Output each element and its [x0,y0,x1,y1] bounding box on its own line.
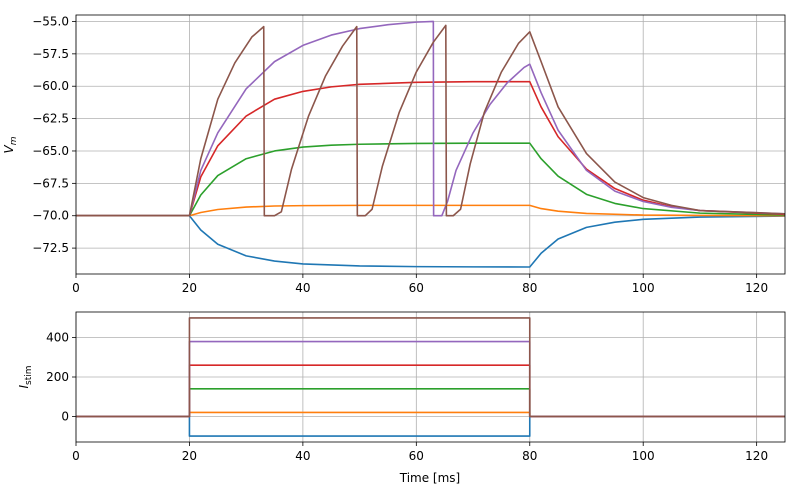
voltage-y-tick-label: −65.0 [32,144,69,158]
voltage-trace-3 [76,142,785,217]
current-x-tick-label: 120 [745,449,768,463]
current-grid [75,312,785,442]
voltage-x-tick-label: 80 [522,281,537,295]
voltage-x-tick-label: 120 [745,281,768,295]
voltage-trace-2 [76,204,785,217]
current-trace-6 [76,317,785,418]
voltage-y-axis-label: Vm [2,136,19,153]
voltage-plot-frame [75,14,786,275]
current-panel: 0 20 40 60 80 100 120 0 200 400 Istim Time [ms] [17,311,786,485]
current-x-tick-label: 80 [522,449,537,463]
voltage-x-ticks: 0 20 40 60 80 100 120 [72,274,768,295]
voltage-x-tick-label: 100 [632,281,655,295]
voltage-y-tick-label: −67.5 [32,176,69,190]
current-y-axis-label-main: I [17,385,31,389]
voltage-y-tick-label: −70.0 [32,209,69,223]
current-x-tick-label: 0 [72,449,80,463]
voltage-trace-5 [76,20,785,217]
current-y-tick-label: 0 [61,409,69,423]
voltage-trace-6 [76,24,785,217]
voltage-y-tick-label: −55.0 [32,14,69,28]
current-traces [76,317,785,437]
current-x-tick-label: 100 [632,449,655,463]
current-y-tick-label: 400 [46,331,69,345]
voltage-y-tick-label: −60.0 [32,79,69,93]
voltage-y-tick-label: −72.5 [32,241,69,255]
voltage-y-tick-label: −57.5 [32,47,69,61]
voltage-x-tick-label: 0 [72,281,80,295]
voltage-x-tick-label: 60 [409,281,424,295]
voltage-y-ticks: −72.5 −70.0 −67.5 −65.0 −62.5 −60.0 −57.5 −55.0 [32,14,76,255]
current-y-ticks: 0 200 400 [46,331,76,423]
current-x-tick-label: 60 [409,449,424,463]
voltage-traces [76,20,785,268]
voltage-x-tick-label: 20 [182,281,197,295]
voltage-trace-1 [76,214,785,268]
voltage-x-tick-label: 40 [295,281,310,295]
current-y-tick-label: 200 [46,370,69,384]
voltage-grid [75,15,785,274]
current-y-axis-label: Istim [17,365,34,388]
current-x-tick-label: 20 [182,449,197,463]
voltage-y-axis-label-main: V [2,145,16,154]
current-x-ticks: 0 20 40 60 80 100 120 [72,442,768,463]
voltage-y-tick-label: −62.5 [32,112,69,126]
current-y-axis-label-sub: stim [24,365,34,385]
voltage-panel: 0 20 40 60 80 100 120 −72.5 −70.0 −67.5 −65.0 −62.… [2,14,786,295]
voltage-y-axis-label-sub: m [9,136,19,145]
current-x-tick-label: 40 [295,449,310,463]
current-x-axis-label: Time [ms] [399,471,461,485]
voltage-trace-4 [76,80,785,217]
